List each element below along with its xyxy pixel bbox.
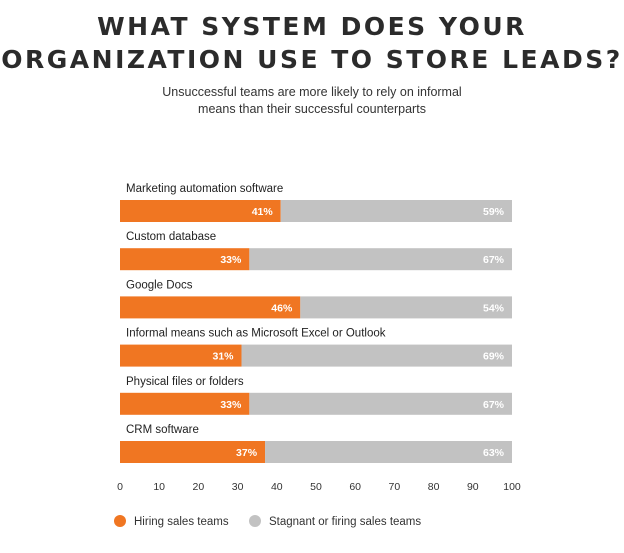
bar-segment-hiring (120, 296, 301, 319)
bar-row: Physical files or folders 33% 67% (120, 376, 513, 415)
bar-segment-stagnant (241, 344, 512, 367)
data-label: 54% (483, 302, 505, 314)
bar-segment-stagnant (249, 248, 513, 271)
data-label: 37% (236, 447, 258, 459)
data-label: 67% (483, 254, 505, 266)
data-label: 33% (220, 399, 242, 411)
x-tick-label: 50 (310, 481, 322, 493)
data-label: 59% (483, 206, 505, 218)
x-tick-label: 0 (117, 481, 123, 493)
chart-subtitle-line-2: means than their successful counterparts (198, 102, 426, 116)
bar-segment-hiring (120, 344, 242, 367)
bar-segment-stagnant (280, 200, 512, 222)
bar-row: CRM software 37% 63% (120, 424, 512, 463)
bar-segment-stagnant (265, 441, 512, 463)
data-label: 69% (483, 351, 505, 363)
bar-segment-hiring (120, 248, 250, 271)
legend-label: Stagnant or firing sales teams (269, 516, 421, 528)
chart-subtitle-line-1: Unsuccessful teams are more likely to re… (162, 85, 462, 99)
category-label: CRM software (126, 424, 199, 436)
x-tick-label: 60 (349, 481, 361, 493)
bars-layer: Marketing automation software 41% 59% Custo… (120, 183, 513, 463)
data-label: 63% (483, 447, 505, 459)
legend-swatch-hiring (114, 515, 126, 527)
data-label: 31% (213, 351, 235, 363)
bar-row: Marketing automation software 41% 59% (120, 183, 512, 222)
bar-segment-hiring (120, 441, 266, 463)
bar-row: Google Docs 46% 54% (120, 279, 512, 319)
category-label: Marketing automation software (126, 183, 283, 195)
bar-row: Custom database 33% 67% (120, 231, 513, 271)
bar-row: Informal means such as Microsoft Excel o… (120, 328, 512, 367)
x-tick-label: 80 (428, 481, 440, 493)
x-tick-label: 70 (389, 481, 401, 493)
legend: Hiring sales teams Stagnant or firing sal… (114, 515, 421, 528)
x-tick-label: 30 (232, 481, 244, 493)
category-label: Physical files or folders (126, 376, 244, 388)
x-tick-label: 100 (503, 481, 521, 493)
x-tick-label: 40 (271, 481, 283, 493)
x-tick-label: 10 (153, 481, 165, 493)
x-tick-label: 90 (467, 481, 479, 493)
x-axis: 0 10 20 30 40 50 60 70 80 90 100 (117, 481, 521, 493)
legend-label: Hiring sales teams (134, 516, 229, 528)
data-label: 41% (252, 206, 274, 218)
category-label: Informal means such as Microsoft Excel o… (126, 328, 386, 340)
category-label: Custom database (126, 231, 216, 243)
legend-swatch-stagnant (249, 515, 261, 527)
data-label: 46% (271, 302, 293, 314)
bar-segment-hiring (120, 392, 250, 415)
chart-title-line-2: ORGANIZATION USE TO STORE LEADS? (1, 45, 623, 74)
bar-segment-hiring (120, 200, 281, 222)
chart-title-line-1: WHAT SYSTEM DOES YOUR (97, 12, 527, 41)
category-label: Google Docs (126, 279, 193, 291)
bar-segment-stagnant (300, 296, 512, 319)
bar-segment-stagnant (249, 392, 513, 415)
data-label: 67% (483, 399, 505, 411)
data-label: 33% (220, 254, 242, 266)
x-tick-label: 20 (193, 481, 205, 493)
